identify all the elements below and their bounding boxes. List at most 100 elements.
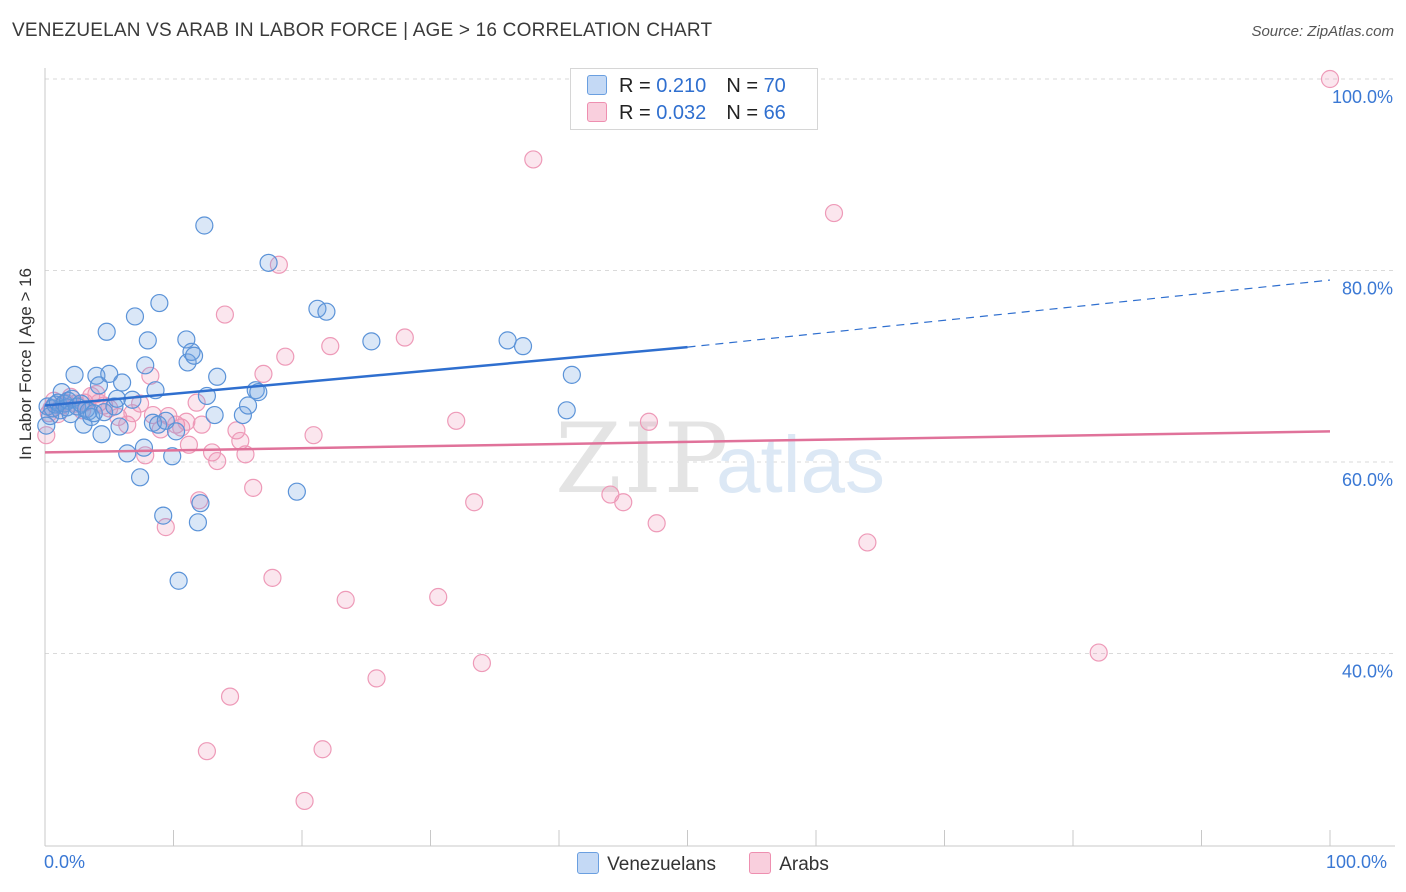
arab-point (336, 590, 355, 609)
watermark-atlas: atlas (716, 420, 885, 509)
arab-point (141, 366, 160, 385)
legend-swatch-pink (587, 102, 607, 122)
arab-point (465, 493, 484, 512)
arab-point (647, 514, 666, 533)
bottom-legend-swatch-pink (749, 852, 772, 874)
arab-point (429, 587, 448, 607)
venezuelan-point (125, 307, 145, 326)
arab-point (395, 328, 414, 347)
venezuelan-point (97, 322, 116, 341)
y-tick-label: 40.0% (1342, 662, 1393, 682)
venezuelan-point (118, 444, 137, 463)
venezuelan-point (362, 332, 381, 351)
trend-lines (44, 279, 1331, 454)
venezuelan-point (100, 364, 119, 384)
venezuelan-point (317, 302, 336, 321)
arab-point (123, 404, 142, 423)
arab-point (166, 415, 186, 434)
arab-point (639, 412, 659, 431)
venezuelan-trend-line (44, 345, 688, 407)
bottom-legend-venezuelans: Venezuelans (577, 852, 716, 876)
venezuelan-point (74, 415, 93, 434)
watermark-zip: ZIP (555, 403, 730, 515)
legend-r-value: 0.032 (656, 102, 707, 124)
venezuelan-point (110, 417, 129, 436)
arab-trend-line (44, 430, 1331, 454)
legend-r-value: 0.210 (656, 75, 707, 97)
gridlines (45, 78, 1395, 654)
venezuelan-point (134, 438, 154, 457)
venezuelan-point (233, 405, 252, 425)
venezuelan-point (208, 367, 227, 386)
arab-point (858, 533, 877, 552)
arab-point (220, 687, 240, 706)
bottom-legend-arabs: Arabs (749, 852, 829, 876)
venezuelan-point (562, 365, 581, 384)
venezuelan-point (89, 376, 109, 395)
legend-swatch-blue (587, 75, 607, 95)
arab-points (37, 69, 1340, 811)
venezuelan-point (169, 571, 188, 590)
venezuelan-point (65, 365, 84, 384)
venezuelan-point (166, 422, 186, 441)
venezuelan-point (249, 383, 268, 402)
arab-point (367, 669, 386, 688)
venezuelan-point (92, 425, 111, 444)
arab-point (244, 478, 263, 497)
arab-point (187, 393, 206, 412)
legend-r-label: R = (619, 102, 657, 124)
arab-point (37, 426, 56, 445)
x-tick-label-min: 0.0% (44, 852, 86, 872)
venezuelan-point (188, 513, 208, 532)
legend-row-arabs: R = 0.032 N = 66 (587, 102, 786, 126)
axes (44, 68, 1395, 847)
legend-row-venezuelans: R = 0.210 N = 70 (587, 75, 786, 99)
arab-point (824, 203, 844, 223)
venezuelan-trend-extension (687, 279, 1331, 348)
venezuelan-point (150, 293, 169, 313)
venezuelan-point (37, 416, 56, 435)
bottom-legend-label: Arabs (779, 854, 829, 875)
arab-point (263, 568, 282, 587)
legend-n-value: 66 (763, 102, 786, 124)
arab-point (304, 426, 323, 445)
arab-point (202, 443, 222, 462)
arab-point (1089, 643, 1108, 662)
venezuelan-point (130, 468, 150, 487)
arab-point (276, 347, 295, 366)
venezuelan-point (123, 390, 142, 409)
bottom-legend: Venezuelans Arabs (0, 852, 1406, 876)
arab-point (227, 421, 246, 440)
venezuelan-point (95, 403, 114, 422)
bottom-legend-label: Venezuelans (607, 854, 716, 875)
x-tick-label-max: 100.0% (1326, 852, 1388, 872)
y-tick-label: 60.0% (1342, 470, 1393, 490)
arab-point (254, 364, 273, 384)
arab-point (524, 150, 543, 169)
arab-point (192, 415, 211, 434)
venezuelan-points (37, 216, 581, 590)
legend-box: R = 0.210 N = 70 R = 0.032 N = 66 (570, 68, 818, 130)
legend-n-value: 70 (763, 75, 786, 97)
venezuelan-point (191, 494, 210, 513)
arab-point (614, 493, 633, 512)
venezuelan-point (184, 346, 204, 365)
venezuelan-point (498, 331, 517, 350)
venezuelan-point (287, 482, 306, 501)
venezuelan-point (163, 447, 182, 466)
arab-point (447, 411, 466, 430)
arab-point (215, 305, 234, 324)
venezuelan-point (138, 331, 157, 350)
y-tick-labels: 40.0% 60.0% 80.0% 100.0% (1332, 87, 1393, 682)
venezuelan-point (154, 506, 173, 525)
venezuelan-point (259, 253, 278, 272)
venezuelan-point (112, 373, 132, 392)
arab-point (295, 791, 314, 811)
venezuelan-point (195, 216, 214, 235)
arab-point (1320, 69, 1340, 89)
arab-point (313, 740, 332, 759)
venezuelan-point (238, 396, 258, 415)
venezuelan-point (205, 405, 224, 425)
venezuelan-point (557, 401, 576, 420)
